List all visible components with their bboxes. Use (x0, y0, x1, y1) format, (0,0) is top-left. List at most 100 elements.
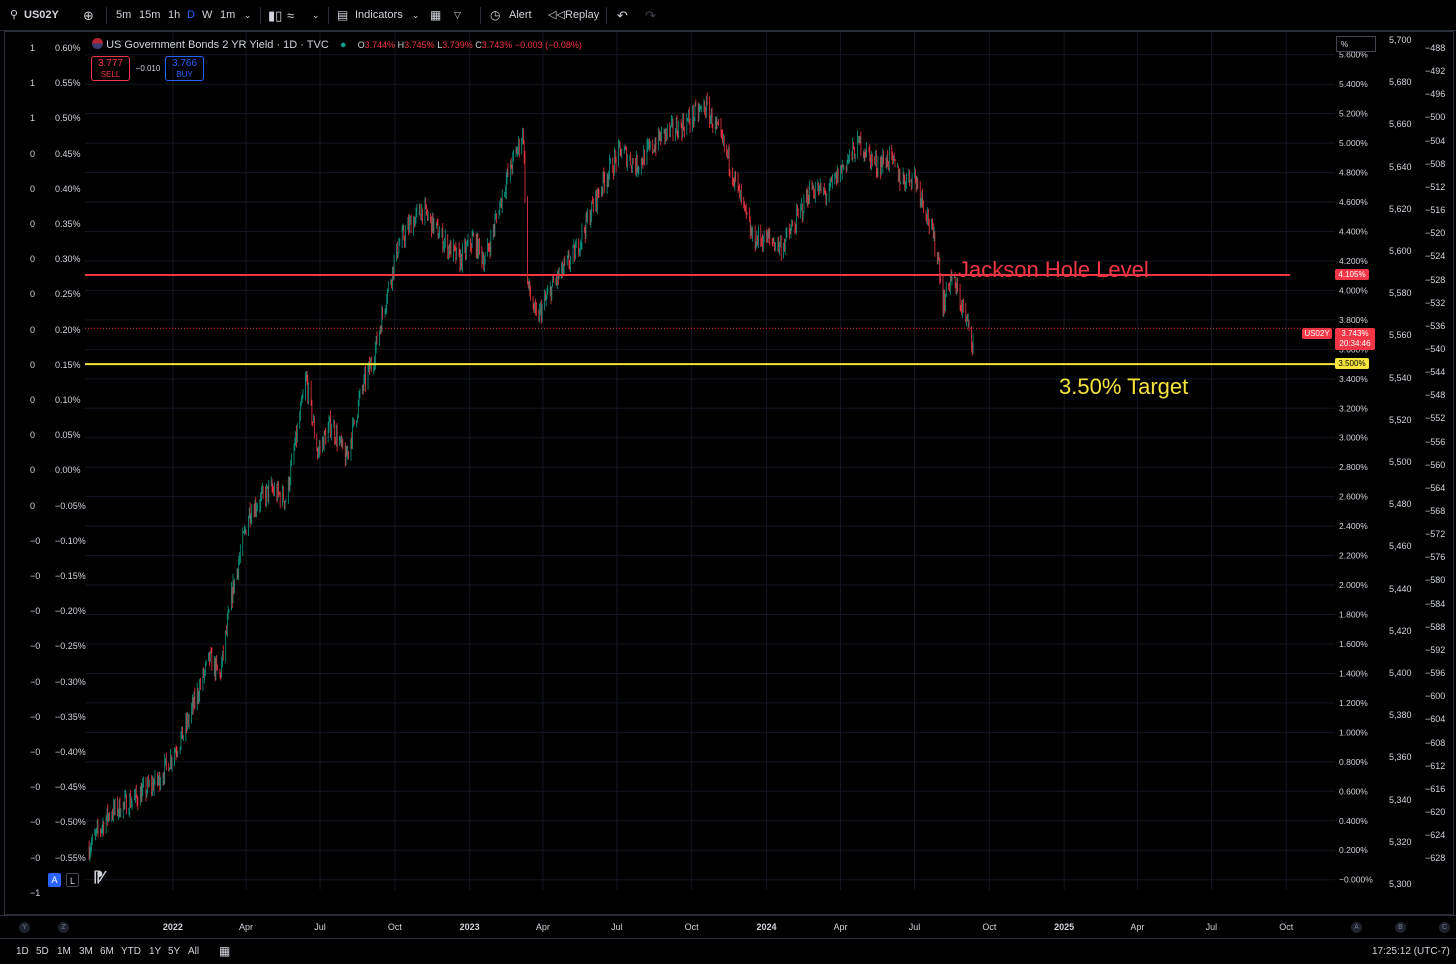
add-symbol-icon[interactable]: ⊕ (83, 8, 94, 23)
replay-button[interactable]: Replay (565, 9, 600, 21)
interval-1d[interactable]: D (187, 9, 195, 21)
interval-1w[interactable]: W (202, 9, 213, 21)
x-tick-label: Jul (1205, 922, 1218, 932)
layouts-icon[interactable]: ▦ (430, 8, 442, 22)
interval-dropdown-icon[interactable]: ⌄ (244, 10, 252, 20)
left-scale-label: −0.45% (55, 782, 86, 793)
left-scale-label: 0 (30, 289, 36, 300)
range-ytd[interactable]: YTD (121, 946, 141, 957)
y-tick-label: 5.400% (1339, 79, 1368, 89)
left-scale-label: −0.40% (55, 747, 86, 757)
y-tick-label: 5.600% (1339, 50, 1368, 60)
left-scale-label: 0.15% (55, 359, 81, 370)
scroll-b-icon[interactable]: B (1395, 922, 1406, 933)
left-scale-label: −0.25% (55, 641, 86, 652)
y-tick-label: 1.000% (1339, 727, 1368, 737)
range-5y[interactable]: 5Y (168, 946, 181, 957)
left-scale-label: 0 (30, 324, 36, 335)
time-axis[interactable]: Y Z 2022 Apr Jul Oct 2023 Apr Jul Oct 2024 Apr Jul… (0, 915, 1456, 937)
x-tick-label: 2022 (162, 922, 183, 932)
right-scale-label: 5,300 (1389, 879, 1412, 889)
left-scale-label: 1 (30, 113, 36, 124)
auto-scale-button[interactable]: A (48, 873, 61, 887)
interval-1h[interactable]: 1h (168, 9, 181, 21)
undo-icon[interactable]: ↶ (617, 8, 628, 23)
right-scale-label: −508 (1425, 158, 1446, 169)
left-scale-label: 0.60% (55, 43, 81, 53)
right-scale-label: −524 (1425, 251, 1446, 262)
range-1d[interactable]: 1D (16, 946, 29, 957)
left-scale-label: −0.15% (55, 571, 86, 581)
left-scale-label: −0 (30, 817, 41, 828)
zoom-in-y-icon[interactable]: Z (58, 922, 69, 933)
scroll-a-icon[interactable]: A (1351, 922, 1362, 933)
indicators-button[interactable]: Indicators (355, 9, 403, 21)
jackson-hole-label[interactable]: Jackson Hole Level (958, 257, 1149, 282)
x-tick-label: Apr (833, 922, 848, 932)
x-tick-label: Oct (1279, 922, 1294, 932)
right-scale-label: −500 (1425, 112, 1446, 123)
sell-button[interactable]: 3.777 SELL (91, 56, 130, 81)
layout-dropdown-icon[interactable]: ▽ (454, 10, 461, 20)
right-scale-label: −512 (1425, 181, 1446, 192)
left-scale-label: 0 (30, 359, 36, 370)
right-scale-label: −532 (1425, 297, 1446, 308)
legend-title[interactable]: US Government Bonds 2 YR Yield · 1D · TV… (106, 39, 329, 51)
left-scale-label: −0.55% (55, 852, 86, 863)
y-tick-label: 4.800% (1339, 168, 1368, 178)
date-range-icon[interactable]: ▦ (219, 944, 231, 958)
alert-icon[interactable]: ◷ (490, 8, 501, 22)
symbol-search[interactable]: US02Y (24, 9, 59, 21)
line-tools-icon[interactable]: ≈ (287, 8, 295, 23)
range-6m[interactable]: 6M (100, 946, 114, 957)
y-tick-label: 3.000% (1339, 433, 1368, 443)
buy-button[interactable]: 3.766 BUY (165, 56, 204, 81)
right-scale-label: −552 (1425, 413, 1446, 424)
range-all[interactable]: All (188, 946, 200, 957)
redo-icon[interactable]: ↷ (645, 8, 656, 23)
search-icon[interactable]: ⚲ (10, 9, 19, 21)
right-scale-label: −548 (1425, 390, 1446, 401)
left-scale-label: −0 (30, 606, 41, 617)
y-tick-label: 1.800% (1339, 610, 1368, 620)
y-tick-label: 5.000% (1339, 138, 1368, 148)
range-5d[interactable]: 5D (36, 946, 49, 957)
range-1m[interactable]: 1M (57, 946, 71, 957)
log-scale-button[interactable]: L (66, 873, 79, 887)
range-1y[interactable]: 1Y (149, 946, 162, 957)
scroll-c-icon[interactable]: C (1439, 922, 1450, 933)
right-scale-label: 5,400 (1389, 668, 1412, 678)
left-scale-label: 0.55% (55, 78, 81, 89)
left-scale-label: −0 (30, 782, 41, 793)
y-tick-label: 2.200% (1339, 551, 1368, 561)
alert-button[interactable]: Alert (509, 9, 532, 21)
right-scale-label: −492 (1425, 66, 1446, 77)
indicators-dropdown-icon[interactable]: ⌄ (412, 10, 420, 20)
right-scale-label: 5,340 (1389, 794, 1412, 805)
interval-15m[interactable]: 15m (139, 9, 161, 21)
right-scale-label: −564 (1425, 482, 1446, 493)
right-scale-label: −604 (1425, 714, 1446, 725)
indicators-icon[interactable]: ▤ (337, 8, 349, 22)
right-scale-label: −600 (1425, 691, 1446, 702)
candles-icon[interactable]: ▮▯ (268, 8, 283, 23)
left-scale-label: 0 (30, 254, 36, 265)
clock-display[interactable]: 17:25:12 (UTC-7) (1372, 946, 1450, 957)
chart-type-dropdown-icon[interactable]: ⌄ (312, 10, 320, 20)
right-scale-label: −596 (1425, 668, 1446, 679)
right-scale-label: −572 (1425, 529, 1446, 540)
scale-unit-selector[interactable]: % (1336, 36, 1376, 52)
left-scale-label: −0.50% (55, 817, 86, 828)
y-tick-label: 2.600% (1339, 492, 1368, 502)
interval-1m[interactable]: 1m (220, 9, 236, 21)
interval-5m[interactable]: 5m (116, 9, 132, 21)
right-scale-label: 5,680 (1389, 77, 1412, 88)
y-tick-label: 3.800% (1339, 315, 1368, 325)
zoom-out-y-icon[interactable]: Y (19, 922, 30, 933)
y-tick-label: 2.000% (1339, 580, 1368, 590)
range-3m[interactable]: 3M (79, 946, 93, 957)
right-scale-label: −584 (1425, 598, 1446, 609)
replay-icon[interactable]: ◁◁ (548, 9, 565, 21)
target-label[interactable]: 3.50% Target (1059, 374, 1189, 399)
